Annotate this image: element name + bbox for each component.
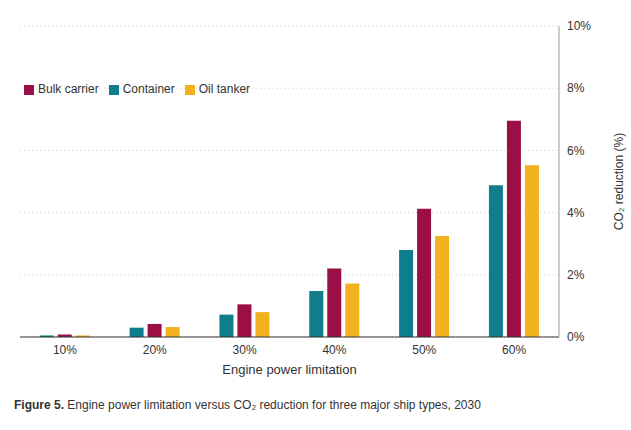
svg-text:CO₂ reduction (%): CO₂ reduction (%) — [612, 133, 623, 230]
svg-text:4%: 4% — [567, 206, 585, 220]
svg-text:60%: 60% — [502, 343, 526, 357]
svg-text:10%: 10% — [53, 343, 77, 357]
svg-text:Engine power limitation: Engine power limitation — [222, 362, 356, 377]
html-text:Container: Container — [122, 82, 175, 96]
svg-text:20%: 20% — [143, 343, 167, 357]
html-text:Oil tanker: Oil tanker — [198, 82, 251, 96]
html-text:Figure 5. Engine power limitat: Figure 5. Engine power limitation versus… — [14, 398, 481, 412]
svg-text:6%: 6% — [567, 144, 585, 158]
svg-text:40%: 40% — [322, 343, 346, 357]
svg-text:2%: 2% — [567, 268, 585, 282]
svg-text:10%: 10% — [567, 19, 591, 33]
svg-text:8%: 8% — [567, 81, 585, 95]
svg-text:30%: 30% — [233, 343, 257, 357]
svg-text:0%: 0% — [567, 330, 585, 344]
svg-text:50%: 50% — [412, 343, 436, 357]
html-text:Bulk carrier: Bulk carrier — [38, 82, 99, 96]
